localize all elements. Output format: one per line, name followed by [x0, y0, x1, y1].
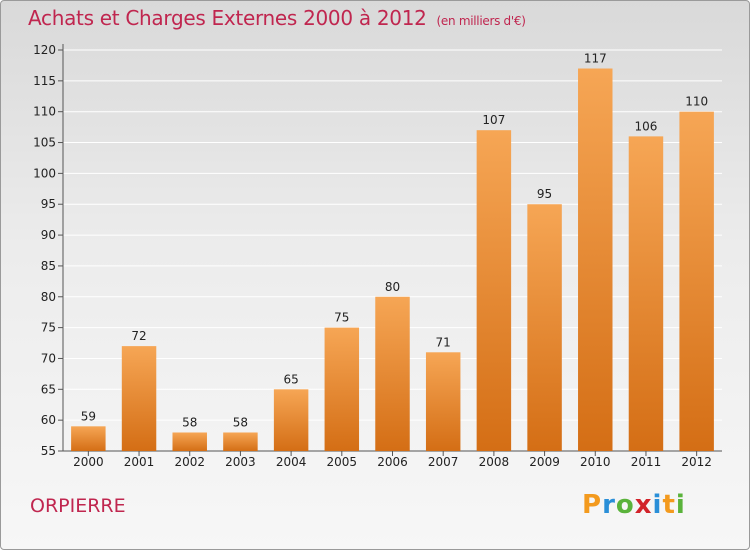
place-name: ORPIERRE: [30, 495, 126, 517]
bar: [375, 296, 410, 451]
logo-letter: o: [615, 490, 635, 520]
proxiti-logo: Proxiti: [582, 490, 686, 520]
y-tick-label: 55: [41, 444, 56, 458]
bar: [476, 130, 512, 451]
y-tick-label: 90: [41, 228, 56, 242]
y-tick-label: 100: [33, 166, 56, 180]
logo-letter: P: [582, 490, 603, 520]
x-tick-label: 2011: [631, 455, 662, 469]
y-tick-label: 95: [41, 197, 56, 211]
data-labels: 59 72 58 58 65 75 80 71 107 95 117 106 110: [81, 52, 708, 430]
x-tick-label: 2010: [580, 455, 611, 469]
bar: [628, 136, 664, 451]
data-label: 58: [182, 415, 197, 429]
data-label: 65: [283, 372, 298, 386]
data-label: 59: [81, 409, 96, 423]
logo-letter: i: [675, 490, 686, 520]
bar: [71, 426, 106, 451]
chart-title-text: Achats et Charges Externes 2000 à 2012: [28, 6, 427, 30]
chart-title: Achats et Charges Externes 2000 à 2012 (e…: [28, 6, 526, 30]
x-tick-label: 2005: [327, 455, 358, 469]
logo-letter: i: [652, 490, 663, 520]
logo-letter: r: [602, 490, 616, 520]
x-tick-label: 2012: [681, 455, 712, 469]
bar: [172, 432, 207, 451]
x-tick-label: 2004: [276, 455, 307, 469]
axes: 55 60 65 70 75 80 85 90 95 100 105 110 115 120 2000 200…: [33, 43, 722, 469]
y-tick-label: 70: [41, 351, 56, 365]
data-label: 58: [233, 415, 248, 429]
x-tick-label: 2003: [225, 455, 256, 469]
data-label: 72: [131, 329, 146, 343]
bar: [121, 346, 157, 451]
y-tick-label: 75: [41, 321, 56, 335]
data-label: 106: [635, 119, 658, 133]
bar: [527, 204, 562, 451]
bar: [679, 111, 714, 451]
bar: [223, 432, 258, 451]
y-tick-label: 60: [41, 413, 56, 427]
x-tick-label: 2009: [529, 455, 560, 469]
bars: [71, 68, 714, 451]
logo-letter: x: [634, 490, 653, 520]
x-tick-label: 2001: [124, 455, 155, 469]
data-label: 95: [537, 187, 552, 201]
data-label: 75: [334, 311, 349, 325]
data-label: 117: [584, 52, 607, 66]
y-tick-label: 65: [41, 382, 56, 396]
x-tick-label: 2006: [377, 455, 408, 469]
y-tick-label: 110: [33, 105, 56, 119]
x-tick-label: 2002: [174, 455, 205, 469]
chart-unit: (en milliers d'€): [436, 14, 526, 28]
data-label: 80: [385, 280, 400, 294]
y-tick-label: 85: [41, 259, 56, 273]
bar: [324, 327, 360, 451]
bar: [425, 352, 461, 451]
bar: [273, 389, 309, 451]
data-label: 71: [436, 335, 451, 349]
y-tick-label: 120: [33, 43, 56, 57]
x-tick-label: 2007: [428, 455, 459, 469]
data-label: 110: [685, 95, 708, 109]
y-tick-label: 115: [33, 74, 56, 88]
y-tick-label: 105: [33, 136, 56, 150]
logo-letter: t: [662, 490, 676, 520]
x-tick-label: 2008: [479, 455, 510, 469]
data-label: 107: [482, 113, 505, 127]
x-tick-label: 2000: [73, 455, 104, 469]
y-tick-label: 80: [41, 290, 56, 304]
bar: [578, 68, 613, 451]
